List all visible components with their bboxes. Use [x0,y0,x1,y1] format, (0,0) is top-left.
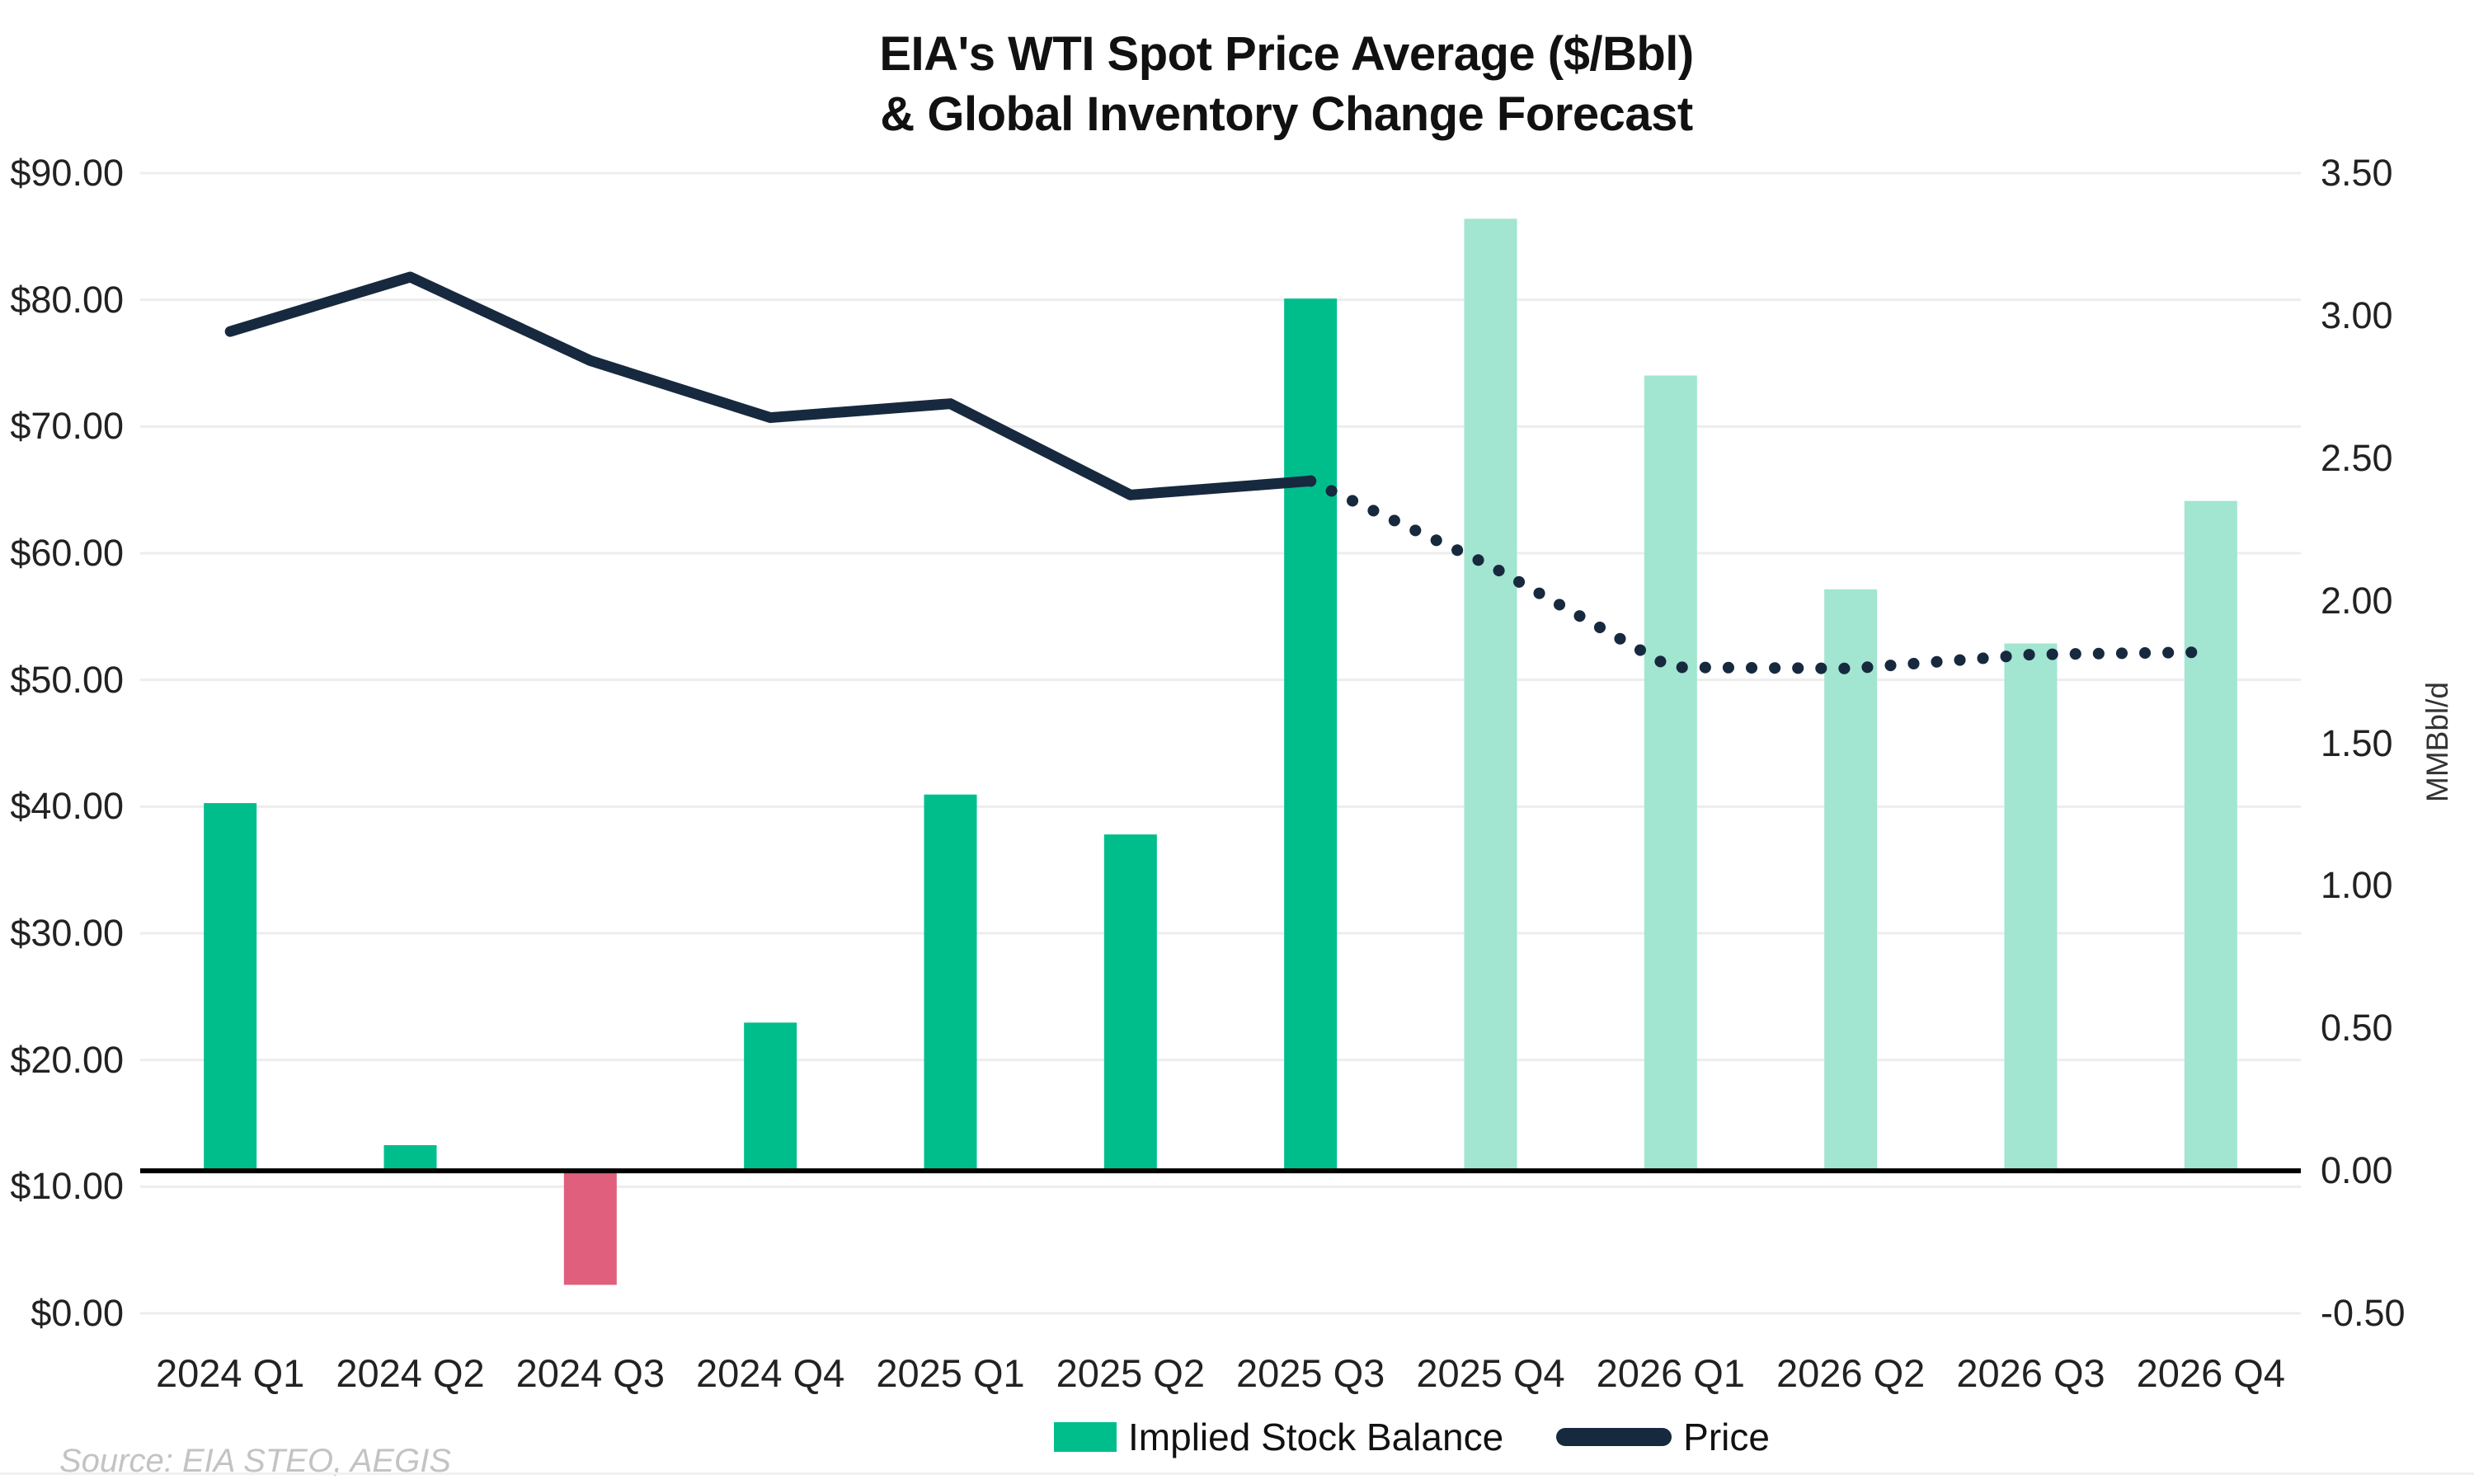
price-line-actual [224,271,1316,500]
stock-balance-bar [1284,298,1338,1172]
stock-balance-bar-forecast [2004,643,2058,1172]
x-axis-label: 2024 Q2 [336,1351,485,1395]
chart-title-line2: & Global Inventory Change Forecast [880,87,1693,141]
stock-balance-bar [383,1145,437,1172]
right-axis-tick: 3.50 [2321,152,2393,194]
left-axis-tick: $60.00 [10,532,124,574]
x-axis-label: 2026 Q3 [1956,1351,2105,1395]
left-axis-tick: $80.00 [10,278,124,321]
stock-balance-bar-forecast [1644,375,1697,1172]
x-axis-label: 2026 Q2 [1776,1351,1926,1395]
implied-stock-balance-swatch [1054,1422,1117,1452]
bottom-divider [0,1472,2474,1475]
x-axis-label: 2025 Q3 [1236,1351,1385,1395]
right-axis-tick: -0.50 [2321,1292,2406,1334]
right-axis-tick: 0.50 [2321,1007,2393,1050]
right-axis-tick: 1.00 [2321,864,2393,907]
right-axis-title: MMBbl/d [2420,682,2454,802]
right-axis-tick: 0.00 [2321,1149,2393,1192]
price-line-swatch [1556,1428,1672,1446]
left-axis-tick: $30.00 [10,912,124,954]
stock-balance-bar-forecast [1464,218,1517,1172]
chart-title: EIA's WTI Spot Price Average ($/Bbl) & G… [140,25,2433,144]
left-axis-tick: $0.00 [31,1292,124,1334]
x-axis-labels: 2024 Q1 2024 Q2 2024 Q3 2024 Q4 2025 Q1 2025 … [140,1350,2301,1408]
left-axis-tick: $90.00 [10,152,124,194]
legend-item-price: Price [1556,1415,1770,1459]
legend-label-implied-stock-balance: Implied Stock Balance [1128,1416,1504,1458]
right-axis-tick: 2.00 [2321,579,2393,622]
stock-balance-bar [204,803,257,1172]
stock-balance-bar [744,1022,797,1172]
x-axis-label: 2025 Q2 [1056,1351,1205,1395]
stock-balance-bar [563,1171,617,1285]
right-axis-ticks: 3.50 3.00 2.50 2.00 1.50 1.00 0.50 0.00 -0.50 [2321,0,2453,1484]
x-axis-label: 2025 Q4 [1416,1351,1565,1395]
legend-item-implied-stock-balance: Implied Stock Balance [1054,1415,1503,1459]
left-axis-tick: $20.00 [10,1038,124,1081]
x-axis-label: 2024 Q4 [696,1351,845,1395]
left-axis-tick: $70.00 [10,405,124,448]
stock-balance-bar [924,794,977,1172]
left-axis-tick: $40.00 [10,785,124,828]
right-axis-tick: 3.00 [2321,294,2393,336]
left-axis-tick: $10.00 [10,1165,124,1208]
x-axis-label: 2025 Q1 [876,1351,1025,1395]
stock-balance-bar-forecast [2184,500,2237,1172]
right-axis-tick: 2.50 [2321,436,2393,479]
x-axis-label: 2026 Q4 [2136,1351,2285,1395]
chart-title-line1: EIA's WTI Spot Price Average ($/Bbl) [879,27,1694,81]
plot-area [140,171,2301,1315]
x-axis-label: 2024 Q1 [156,1351,305,1395]
price-line-forecast [1305,475,2217,674]
left-axis-ticks: $90.00 $80.00 $70.00 $60.00 $50.00 $40.00 $30.… [0,0,124,1484]
left-axis-tick: $50.00 [10,658,124,701]
x-axis-label: 2024 Q3 [515,1351,665,1395]
legend: Implied Stock Balance Price [1054,1415,1770,1459]
right-axis-tick: 1.50 [2321,721,2393,764]
legend-label-price: Price [1683,1416,1770,1458]
x-axis-label: 2026 Q1 [1596,1351,1745,1395]
stock-balance-bar [1103,834,1157,1172]
stock-balance-bar-forecast [1824,589,1878,1172]
